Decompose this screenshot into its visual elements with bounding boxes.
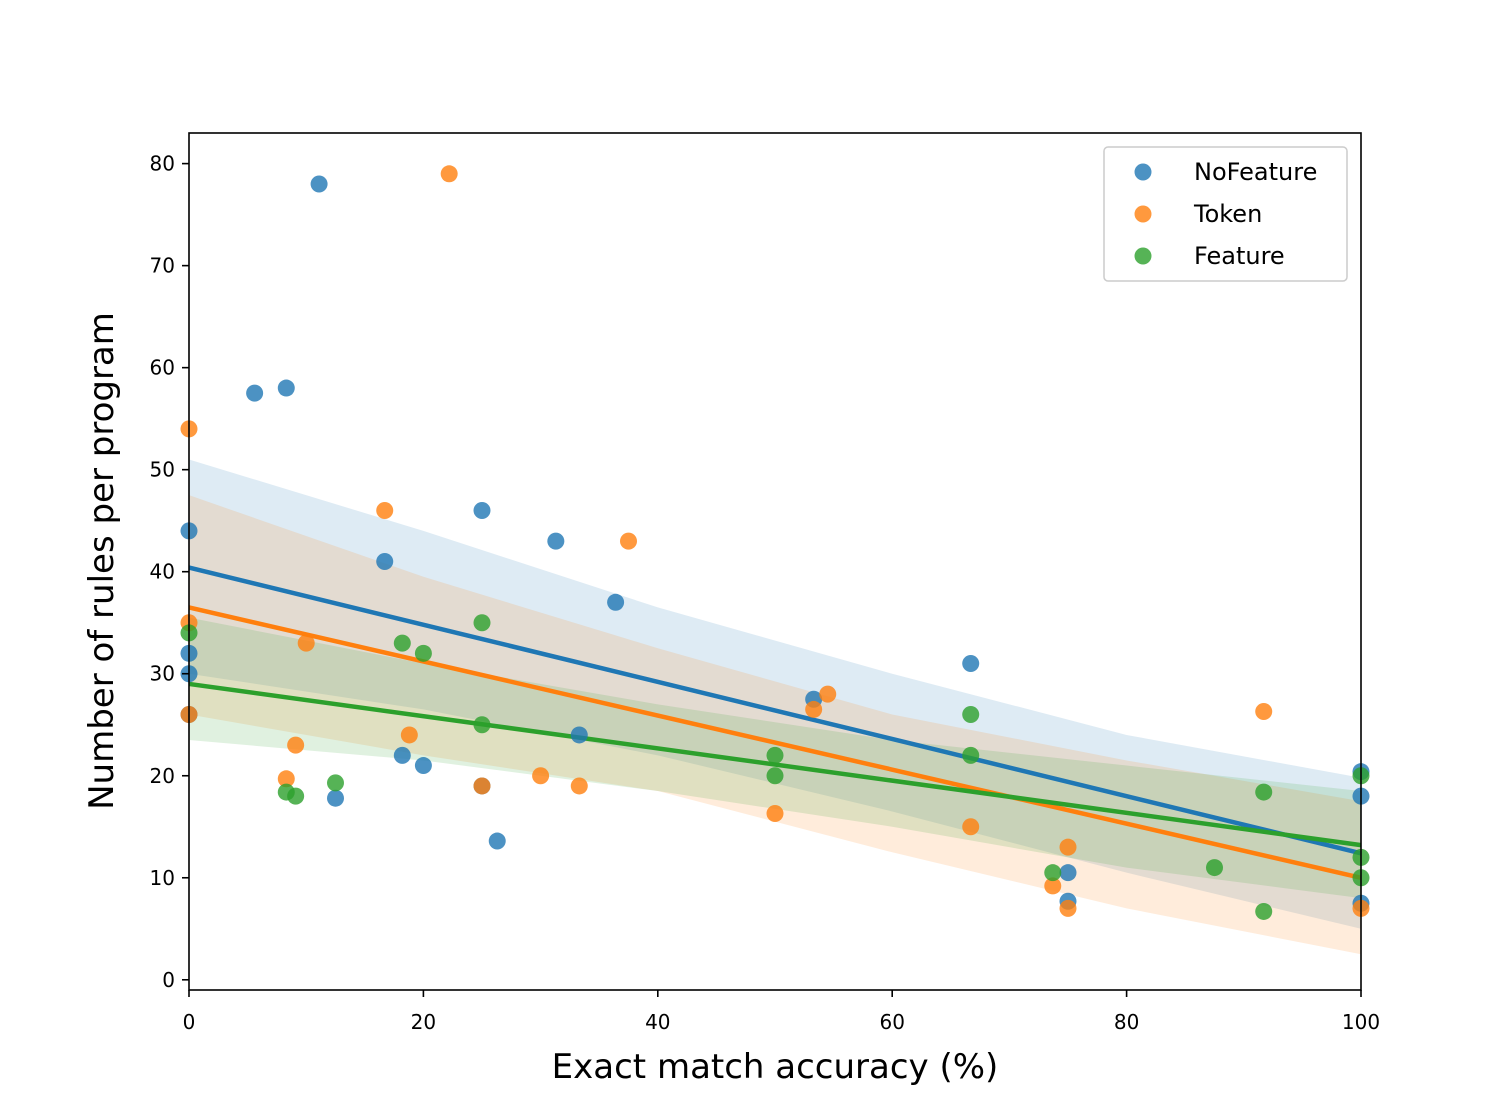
token-point xyxy=(1255,702,1273,720)
feature-point xyxy=(962,746,980,764)
x-tick-label: 80 xyxy=(1114,1010,1139,1034)
nofeature-point xyxy=(1059,864,1077,882)
nofeature-point xyxy=(570,726,588,744)
x-axis: 0 20 40 60 80 100 xyxy=(183,990,1380,1034)
y-tick-label: 40 xyxy=(150,560,175,584)
feature-point xyxy=(473,614,491,632)
x-axis-title: Exact match accuracy (%) xyxy=(552,1047,999,1087)
x-tick-label: 20 xyxy=(411,1010,436,1034)
feature-point xyxy=(473,716,491,734)
y-axis-title: Number of rules per program xyxy=(82,312,122,810)
y-tick-label: 10 xyxy=(150,866,175,890)
x-tick-label: 40 xyxy=(645,1010,670,1034)
x-tick-label: 60 xyxy=(879,1010,904,1034)
legend-label-feature: Feature xyxy=(1194,242,1285,270)
legend: NoFeature Token Feature xyxy=(1103,146,1348,282)
token-point xyxy=(1059,899,1077,917)
token-regression-line xyxy=(188,605,1362,880)
feature-point xyxy=(1044,864,1062,882)
token-point xyxy=(805,700,823,718)
x-tick-label: 100 xyxy=(1342,1010,1380,1034)
nofeature-point xyxy=(393,746,411,764)
feature-point xyxy=(393,634,411,652)
feature-regression-line xyxy=(188,681,1362,848)
token-point xyxy=(962,818,980,836)
y-tick-label: 0 xyxy=(162,968,175,992)
y-tick-label: 80 xyxy=(150,152,175,176)
token-point xyxy=(532,767,550,785)
regression-lines xyxy=(188,565,1362,880)
feature-point xyxy=(287,787,305,805)
y-tick-label: 60 xyxy=(150,356,175,380)
nofeature-point xyxy=(488,832,506,850)
feature-point xyxy=(1255,902,1273,920)
plot-frame xyxy=(188,132,1362,991)
legend-marker-feature xyxy=(1134,247,1152,265)
legend-marker-token xyxy=(1134,205,1152,223)
y-tick-label: 50 xyxy=(150,458,175,482)
token-point xyxy=(766,804,784,822)
token-point xyxy=(819,685,837,703)
nofeature-point xyxy=(310,175,328,193)
token-point xyxy=(620,532,637,550)
token-point xyxy=(287,736,305,754)
nofeature-point xyxy=(246,384,264,402)
nofeature-point xyxy=(473,501,491,519)
legend-label-nofeature: NoFeature xyxy=(1194,158,1317,186)
token-point xyxy=(376,501,394,519)
token-point xyxy=(400,726,418,744)
token-point xyxy=(297,634,315,652)
feature-point xyxy=(414,644,432,662)
nofeature-point xyxy=(547,532,565,550)
token-point xyxy=(1059,838,1077,856)
nofeature-point xyxy=(277,379,295,397)
y-tick-label: 70 xyxy=(150,254,175,278)
y-axis: 0 10 20 30 40 50 60 70 80 xyxy=(150,152,189,992)
nofeature-point xyxy=(962,655,980,673)
token-point xyxy=(473,777,491,795)
nofeature-point xyxy=(414,757,432,775)
feature-point xyxy=(962,706,980,724)
legend-box xyxy=(1103,146,1348,282)
x-tick-label: 0 xyxy=(183,1010,196,1034)
nofeature-point xyxy=(327,789,344,807)
feature-point xyxy=(1206,859,1223,877)
feature-point xyxy=(766,746,784,764)
token-point xyxy=(277,770,295,788)
nofeature-regression-line xyxy=(188,565,1362,856)
feature-point xyxy=(1255,783,1273,801)
token-point xyxy=(440,165,458,183)
feature-point xyxy=(766,767,784,785)
feature-point xyxy=(327,774,344,792)
nofeature-point xyxy=(607,593,625,611)
legend-label-token: Token xyxy=(1193,200,1262,228)
nofeature-point xyxy=(376,553,394,570)
y-tick-label: 30 xyxy=(150,662,175,686)
token-point xyxy=(570,777,588,795)
y-tick-label: 20 xyxy=(150,764,175,788)
token-point xyxy=(1044,877,1062,895)
legend-marker-nofeature xyxy=(1134,163,1152,181)
